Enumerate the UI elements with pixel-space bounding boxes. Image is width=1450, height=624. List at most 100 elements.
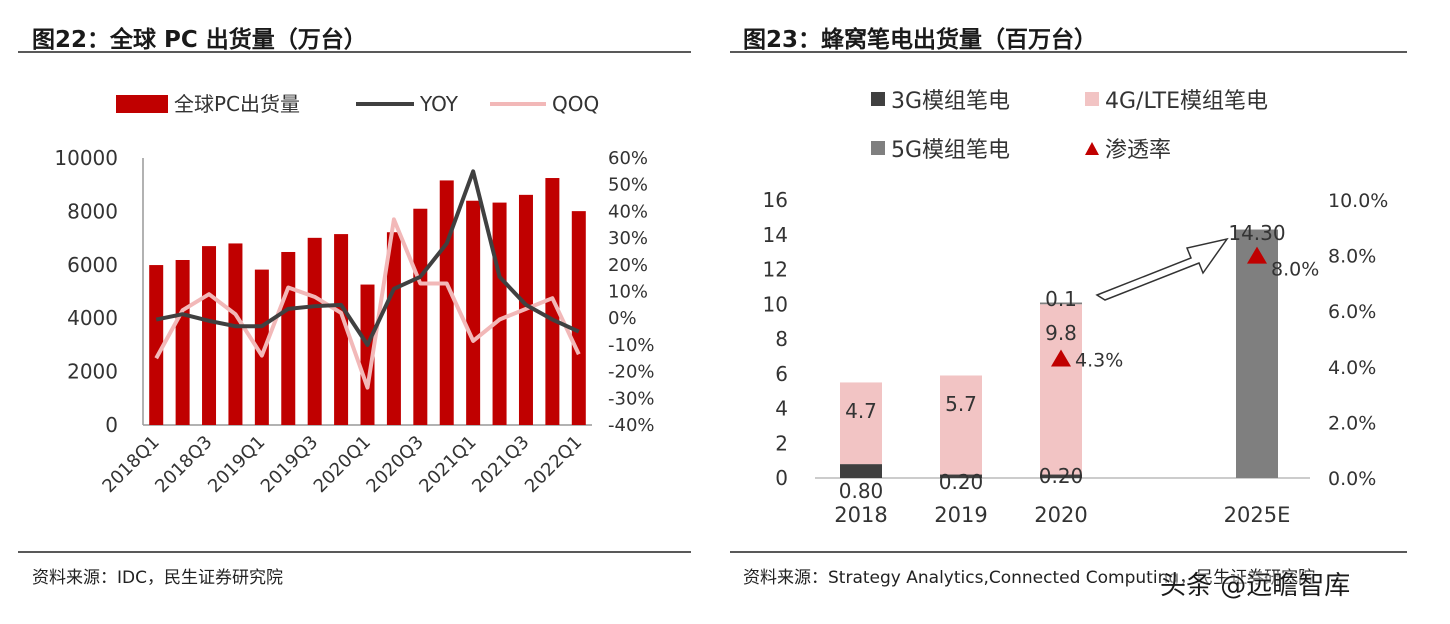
data-label-4g: 9.8 bbox=[1045, 321, 1077, 345]
legend-3g-swatch bbox=[871, 92, 885, 106]
x-tick-label: 2021Q3 bbox=[468, 432, 533, 497]
x-tick-label: 2020Q1 bbox=[310, 432, 375, 497]
data-label-3g: 0.20 bbox=[1039, 464, 1084, 488]
figure-23-bottom-rule bbox=[730, 551, 1407, 553]
y-right-tick-label: 0% bbox=[608, 308, 637, 329]
shipment-bar bbox=[281, 251, 296, 425]
y-left-tick-label: 0 bbox=[105, 413, 118, 437]
legend-yoy-label: YOY bbox=[419, 92, 459, 116]
figure-23-top-rule bbox=[730, 51, 1407, 53]
y-right-tick-label: 6.0% bbox=[1328, 301, 1376, 323]
y-right-tick-label: 50% bbox=[608, 175, 648, 196]
y-right-tick-label: 10.0% bbox=[1328, 190, 1388, 212]
y-right-tick-label: 10% bbox=[608, 282, 648, 303]
shipment-bar bbox=[492, 202, 507, 425]
legend-qoq-label: QOQ bbox=[552, 92, 599, 116]
x-tick-label: 2019Q3 bbox=[257, 432, 322, 497]
qoq-line bbox=[154, 217, 581, 390]
x-tick-label: 2018Q1 bbox=[98, 432, 163, 497]
figure-23-source: 资料来源：Strategy Analytics,Connected Comput… bbox=[743, 568, 1316, 588]
legend-5g-label: 5G模组笔电 bbox=[891, 138, 1010, 163]
shipment-bar bbox=[307, 237, 322, 425]
shipment-bar bbox=[149, 265, 164, 425]
legend-5g-swatch bbox=[871, 141, 885, 155]
legend-3g-label: 3G模组笔电 bbox=[891, 89, 1010, 114]
cellular-laptop-chart: 3G模组笔电 4G/LTE模组笔电 5G模组笔电 渗透率 0 2 4 6 8 10 12 14 16 0.… bbox=[763, 89, 1389, 527]
y-left-tick-label: 10 bbox=[763, 292, 788, 316]
x-tick-label: 2021Q1 bbox=[415, 432, 480, 497]
figure-23-title: 图23：蜂窝笔电出货量（百万台） bbox=[743, 27, 1098, 53]
bar-5g-segment bbox=[1040, 302, 1082, 305]
x-tick-label: 2020Q3 bbox=[362, 432, 427, 497]
y-right-tick-label: -10% bbox=[608, 335, 655, 356]
y-left-tick-label: 0 bbox=[775, 466, 788, 490]
shipment-bar bbox=[175, 259, 190, 425]
shipment-bar bbox=[228, 243, 243, 425]
bar-3g-segment bbox=[1040, 474, 1082, 478]
x-tick-label: 2019Q1 bbox=[204, 432, 269, 497]
y-left-tick-label: 6 bbox=[775, 362, 788, 386]
y-left-tick-label: 12 bbox=[763, 258, 788, 282]
y-right-tick-label: 4.0% bbox=[1328, 357, 1376, 379]
y-right-tick-label: 30% bbox=[608, 228, 648, 249]
x-tick-label: 2025E bbox=[1224, 503, 1291, 527]
y-right-tick-label: 8.0% bbox=[1328, 246, 1376, 268]
watermark-text: 头条 @远瞻智库 bbox=[1160, 571, 1351, 601]
y-left-tick-label: 8 bbox=[775, 327, 788, 351]
x-tick-label: 2018Q3 bbox=[151, 432, 216, 497]
data-label-5g: 14.30 bbox=[1228, 221, 1285, 245]
yoy-line bbox=[155, 169, 580, 347]
x-tick-label: 2020 bbox=[1034, 503, 1087, 527]
shipment-bar bbox=[334, 234, 349, 425]
x-tick-label: 2019 bbox=[934, 503, 987, 527]
legend-penetration-marker bbox=[1085, 142, 1099, 155]
penetration-label: 4.3% bbox=[1075, 349, 1123, 371]
penetration-marker bbox=[1051, 349, 1071, 367]
y-left-tick-label: 16 bbox=[763, 188, 788, 212]
bar-4g-segment bbox=[940, 375, 982, 475]
y-left-tick-label: 2 bbox=[775, 431, 788, 455]
shipment-bar bbox=[360, 284, 375, 425]
y-right-tick-label: -20% bbox=[608, 362, 655, 383]
bar-4g-segment bbox=[840, 382, 882, 465]
data-label-4g: 5.7 bbox=[945, 392, 977, 416]
shipment-bar bbox=[386, 232, 401, 425]
data-label-5g: 0.1 bbox=[1045, 287, 1077, 311]
y-right-tick-label: 40% bbox=[608, 201, 648, 222]
bar-3g-segment bbox=[940, 474, 982, 478]
shipment-bar bbox=[202, 246, 217, 425]
y-right-tick-label: -30% bbox=[608, 388, 655, 409]
shipment-bar bbox=[413, 208, 428, 425]
figure-22-top-rule bbox=[18, 51, 691, 53]
x-tick-label: 2022Q1 bbox=[521, 432, 586, 497]
y-right-tick-label: 2.0% bbox=[1328, 412, 1376, 434]
figure-22-source: 资料来源：IDC，民生证券研究院 bbox=[32, 568, 283, 588]
y-left-tick-label: 6000 bbox=[67, 253, 118, 277]
shipment-bar bbox=[466, 200, 481, 425]
x-tick-label: 2018 bbox=[834, 503, 887, 527]
legend-bar-swatch bbox=[116, 95, 168, 113]
data-label-4g: 4.7 bbox=[845, 399, 877, 423]
y-left-tick-label: 4 bbox=[775, 397, 788, 421]
y-left-tick-label: 10000 bbox=[54, 146, 118, 170]
legend-bar-label: 全球PC出货量 bbox=[174, 92, 300, 116]
figure-22-title: 图22：全球 PC 出货量（万台） bbox=[32, 27, 367, 53]
trend-arrow-annotation bbox=[1095, 237, 1229, 301]
shipment-bar bbox=[571, 211, 586, 425]
figure-22-panel: 图22：全球 PC 出货量（万台） 全球PC出货量 YOY QOQ 0 2000 4000… bbox=[0, 0, 705, 624]
bar-3g-segment bbox=[840, 464, 882, 478]
legend-4g-label: 4G/LTE模组笔电 bbox=[1105, 89, 1268, 114]
shipment-bar bbox=[254, 269, 269, 425]
y-left-tick-label: 14 bbox=[763, 223, 788, 247]
y-left-tick-label: 8000 bbox=[67, 199, 118, 223]
figure-22-bottom-rule bbox=[18, 551, 691, 553]
data-label-3g: 0.20 bbox=[939, 470, 984, 494]
y-right-tick-label: 20% bbox=[608, 255, 648, 276]
y-right-tick-label: -40% bbox=[608, 415, 655, 436]
shipment-bar bbox=[439, 180, 454, 425]
bar-5g-segment bbox=[1236, 229, 1278, 478]
bar-4g-segment bbox=[1040, 304, 1082, 475]
pc-shipments-chart: 全球PC出货量 YOY QOQ 0 2000 4000 6000 8000 10000 -40% -… bbox=[54, 92, 655, 497]
legend-penetration-label: 渗透率 bbox=[1105, 138, 1171, 163]
legend-4g-swatch bbox=[1085, 92, 1099, 106]
